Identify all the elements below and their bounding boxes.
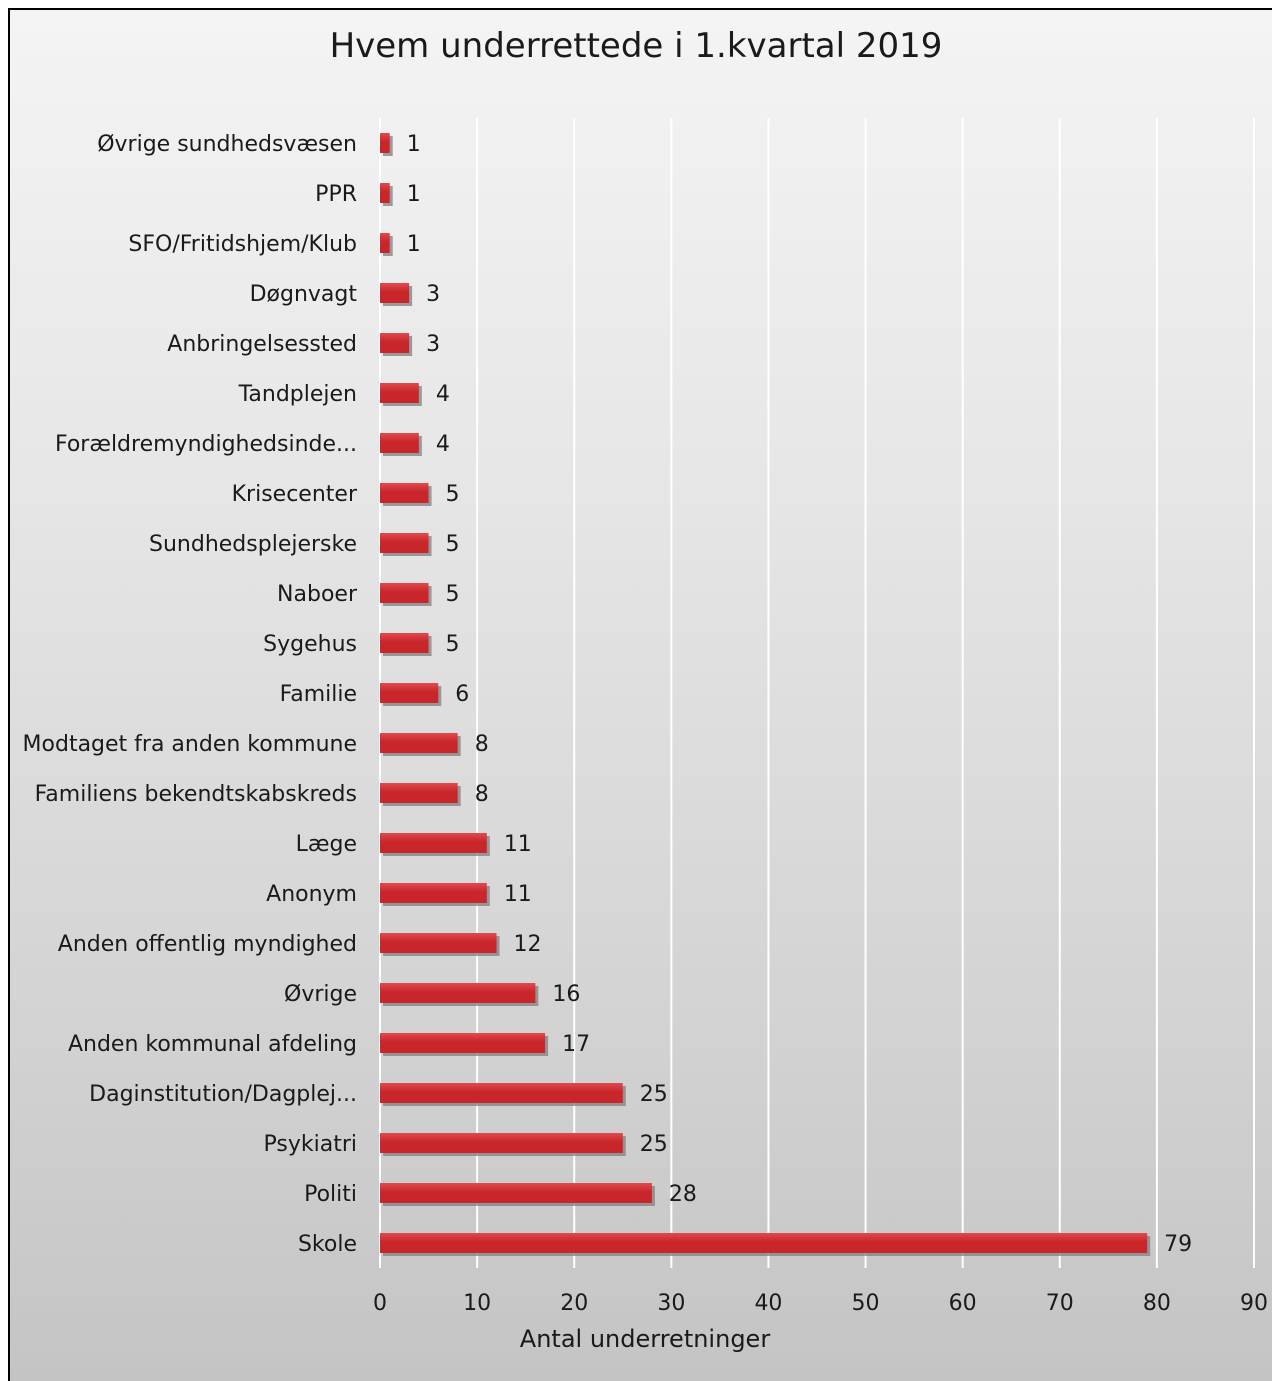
bar (380, 983, 536, 1003)
category-label: Familiens bekendtskabskreds (35, 782, 357, 807)
bar (380, 333, 410, 353)
category-label: Sygehus (263, 632, 357, 657)
data-label: 79 (1164, 1232, 1192, 1257)
data-label: 5 (446, 632, 460, 657)
bar (380, 583, 429, 603)
category-label: Øvrige (284, 982, 357, 1007)
data-label: 3 (426, 332, 440, 357)
data-label: 11 (504, 882, 532, 907)
bar (380, 683, 439, 703)
bar (380, 883, 487, 903)
data-label: 1 (407, 132, 421, 157)
data-label: 6 (455, 682, 469, 707)
data-label: 8 (475, 782, 489, 807)
data-label: 1 (407, 232, 421, 257)
labels: 0 10 20 30 40 50 60 70 80 90 Øvrige sundhedsvæsen 1… (23, 132, 1268, 1316)
chart-frame (8, 8, 1272, 1381)
category-label: Forældremyndighedsinde... (55, 432, 357, 457)
chart-title: Hvem underrettede i 1.kvartal 2019 (329, 26, 943, 66)
category-label: Læge (296, 832, 357, 857)
category-label: SFO/Fritidshjem/Klub (128, 232, 357, 257)
bar (380, 1233, 1148, 1253)
bar (380, 383, 419, 403)
bars (380, 133, 1151, 1256)
category-label: Anbringelsessted (167, 332, 357, 357)
category-label: Sundhedsplejerske (149, 532, 357, 557)
data-label: 11 (504, 832, 532, 857)
data-label: 5 (446, 482, 460, 507)
data-label: 12 (514, 932, 542, 957)
data-label: 1 (407, 182, 421, 207)
data-label: 28 (669, 1182, 697, 1207)
data-label: 4 (436, 382, 450, 407)
category-label: Øvrige sundhedsvæsen (97, 132, 357, 157)
bar (380, 533, 429, 553)
category-label: Modtaget fra anden kommune (23, 732, 357, 757)
data-label: 4 (436, 432, 450, 457)
bar (380, 483, 429, 503)
bar (380, 1133, 623, 1153)
gridlines (379, 118, 1255, 1268)
bar (380, 1183, 652, 1203)
data-label: 17 (562, 1032, 590, 1057)
bar (380, 183, 390, 203)
bar (380, 733, 458, 753)
data-label: 3 (426, 282, 440, 307)
data-label: 5 (446, 532, 460, 557)
category-label: PPR (315, 182, 357, 207)
category-label: Anonym (266, 882, 357, 907)
category-label: Skole (298, 1232, 357, 1257)
category-label: Krisecenter (232, 482, 358, 507)
data-label: 25 (640, 1082, 668, 1107)
bar (380, 233, 390, 253)
bar (380, 133, 390, 153)
bar (380, 633, 429, 653)
bar (380, 1033, 546, 1053)
bar (380, 283, 410, 303)
category-label: Anden kommunal afdeling (68, 1032, 357, 1057)
category-label: Døgnvagt (250, 282, 358, 307)
x-tick-label: 30 (657, 1291, 685, 1316)
bar (380, 833, 487, 853)
data-label: 5 (446, 582, 460, 607)
data-label: 25 (640, 1132, 668, 1157)
data-label: 8 (475, 732, 489, 757)
category-label: Psykiatri (264, 1132, 357, 1157)
category-label: Familie (280, 682, 357, 707)
bar (380, 783, 458, 803)
x-tick-label: 70 (1046, 1291, 1074, 1316)
category-label: Anden offentlig myndighed (58, 932, 357, 957)
x-tick-label: 10 (463, 1291, 491, 1316)
x-tick-label: 60 (949, 1291, 977, 1316)
x-tick-label: 80 (1143, 1291, 1171, 1316)
category-label: Naboer (277, 582, 358, 607)
x-tick-label: 0 (373, 1291, 387, 1316)
category-label: Tandplejen (238, 382, 357, 407)
x-tick-label: 20 (560, 1291, 588, 1316)
x-axis-title: Antal underretninger (520, 1325, 771, 1353)
category-label: Politi (304, 1182, 357, 1207)
category-label: Daginstitution/Dagplej... (89, 1082, 357, 1107)
x-tick-label: 90 (1240, 1291, 1268, 1316)
bar (380, 1083, 623, 1103)
bar (380, 933, 497, 953)
bar (380, 433, 419, 453)
x-tick-label: 50 (852, 1291, 880, 1316)
data-label: 16 (552, 982, 580, 1007)
x-tick-label: 40 (754, 1291, 782, 1316)
